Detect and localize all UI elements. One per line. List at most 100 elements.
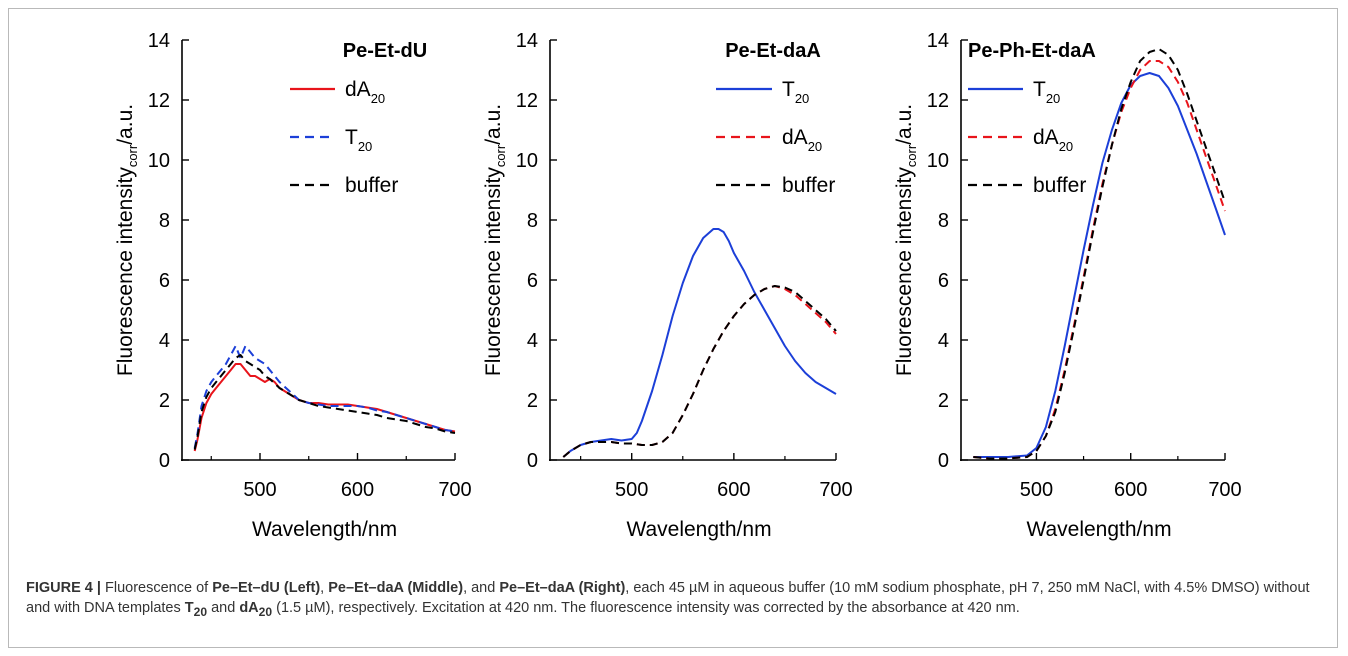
y-axis-label-unit: /a.u.	[893, 104, 916, 145]
y-tick-label: 14	[516, 30, 538, 52]
caption-compound-3: Pe–Et–daA (Right)	[499, 580, 626, 596]
x-tick-label: 700	[1208, 479, 1241, 501]
legend-label-sub: 20	[358, 139, 372, 154]
caption-label: FIGURE 4 |	[26, 580, 101, 596]
y-tick-label: 12	[516, 90, 538, 112]
chart-panel-1: 0 2 4 6 8 10 12 14 500 600 700 Wavelength/nm Fluores…	[114, 30, 472, 541]
legend-label-main: buffer	[345, 174, 398, 197]
legend-label-sub: 20	[1059, 139, 1073, 154]
y-tick-label: 6	[159, 270, 170, 292]
legend-label-main: dA	[782, 126, 808, 149]
legend-label: T20	[782, 78, 809, 106]
y-tick-label: 4	[159, 330, 170, 352]
x-tick-label: 600	[1114, 479, 1147, 501]
y-axis-label-sub: corr	[904, 144, 919, 167]
y-axis-label-main: Fluorescence intensity	[482, 167, 505, 376]
chart-panel-3: 0 2 4 6 8 10 12 14 500 600 700 Wavelength/nm Fluores…	[893, 30, 1242, 541]
caption-t20: T20	[184, 600, 207, 619]
caption-text-6: (1.5 µM), respectively. Excitation at 42…	[272, 600, 1020, 616]
caption-t20-main: T	[184, 600, 194, 616]
legend-label: dA20	[1033, 126, 1073, 154]
x-tick-label: 500	[615, 479, 648, 501]
legend-label: buffer	[782, 174, 835, 197]
y-tick-label: 6	[527, 270, 538, 292]
y-tick-label: 2	[938, 390, 949, 412]
chart-panel-2: 0 2 4 6 8 10 12 14 500 600 700 Wavelength/nm Fluores…	[482, 30, 853, 541]
caption-text-3: , and	[463, 580, 500, 596]
legend-label-main: T	[782, 78, 795, 101]
y-tick-label: 12	[148, 90, 170, 112]
y-tick-label: 10	[516, 150, 538, 172]
legend-label-main: T	[345, 126, 358, 149]
x-tick-label: 600	[341, 479, 374, 501]
y-axis-label-sub: corr	[493, 144, 508, 167]
series-line	[973, 48, 1226, 460]
y-tick-label: 10	[927, 150, 949, 172]
y-tick-label: 4	[527, 330, 538, 352]
legend-label-main: dA	[1033, 126, 1059, 149]
figure-frame	[8, 8, 1338, 648]
caption-da20-sub: 20	[258, 604, 273, 619]
legend-label: dA20	[345, 78, 385, 106]
series-line	[973, 72, 1226, 458]
x-tick-label: 600	[717, 479, 750, 501]
legend-label-main: T	[1033, 78, 1046, 101]
y-tick-label: 0	[159, 450, 170, 472]
x-tick-label: 500	[243, 479, 276, 501]
y-tick-label: 12	[927, 90, 949, 112]
caption-text-1: Fluorescence of	[100, 580, 213, 596]
series-line	[562, 285, 837, 458]
figure-caption: FIGURE 4 | Fluorescence of Pe–Et–dU (Lef…	[26, 578, 1326, 622]
series-line	[562, 285, 837, 458]
caption-da20-main: dA	[239, 600, 259, 616]
legend-label: T20	[1033, 78, 1060, 106]
y-tick-label: 0	[527, 450, 538, 472]
y-axis-label-unit: /a.u.	[482, 104, 505, 145]
caption-text-2: ,	[320, 580, 329, 596]
y-tick-label: 14	[148, 30, 170, 52]
series-line	[193, 345, 456, 449]
legend-label: T20	[345, 126, 372, 154]
y-tick-label: 2	[159, 390, 170, 412]
x-tick-label: 500	[1020, 479, 1053, 501]
x-axis-label: Wavelength/nm	[1026, 518, 1171, 541]
legend-label-main: buffer	[782, 174, 835, 197]
legend-label-sub: 20	[795, 91, 809, 106]
y-tick-label: 6	[938, 270, 949, 292]
y-axis-label-unit: /a.u.	[114, 104, 137, 145]
y-axis-label: Fluorescence intensitycorr/a.u.	[893, 104, 919, 376]
y-tick-label: 4	[938, 330, 949, 352]
y-tick-label: 14	[927, 30, 949, 52]
caption-compound-2: Pe–Et–daA (Middle)	[328, 580, 464, 596]
x-axis-label: Wavelength/nm	[252, 518, 397, 541]
legend-label-sub: 20	[371, 91, 385, 106]
series-line	[193, 354, 456, 450]
legend-label: buffer	[1033, 174, 1086, 197]
y-axis-label: Fluorescence intensitycorr/a.u.	[482, 104, 508, 376]
legend-label-sub: 20	[1046, 91, 1060, 106]
y-tick-label: 10	[148, 150, 170, 172]
legend-label: buffer	[345, 174, 398, 197]
legend-label-sub: 20	[808, 139, 822, 154]
chart-title: Pe-Ph-Et-daA	[968, 40, 1096, 62]
x-tick-label: 700	[438, 479, 471, 501]
legend-label: dA20	[782, 126, 822, 154]
figure-panels: 0 2 4 6 8 10 12 14 500 600 700 Wavelength/nm Fluores…	[114, 30, 1242, 541]
caption-text-5: and	[207, 600, 240, 616]
x-tick-label: 700	[819, 479, 852, 501]
y-axis-label-main: Fluorescence intensity	[114, 167, 137, 376]
y-axis-label: Fluorescence intensitycorr/a.u.	[114, 104, 140, 376]
legend-label-main: buffer	[1033, 174, 1086, 197]
y-tick-label: 2	[527, 390, 538, 412]
chart-title: Pe-Et-dU	[343, 40, 427, 62]
series-line	[973, 60, 1226, 460]
caption-da20: dA20	[239, 600, 273, 619]
y-tick-label: 8	[159, 210, 170, 232]
y-axis-label-main: Fluorescence intensity	[893, 167, 916, 376]
legend-label-main: dA	[345, 78, 371, 101]
x-axis-label: Wavelength/nm	[626, 518, 771, 541]
y-tick-label: 8	[938, 210, 949, 232]
